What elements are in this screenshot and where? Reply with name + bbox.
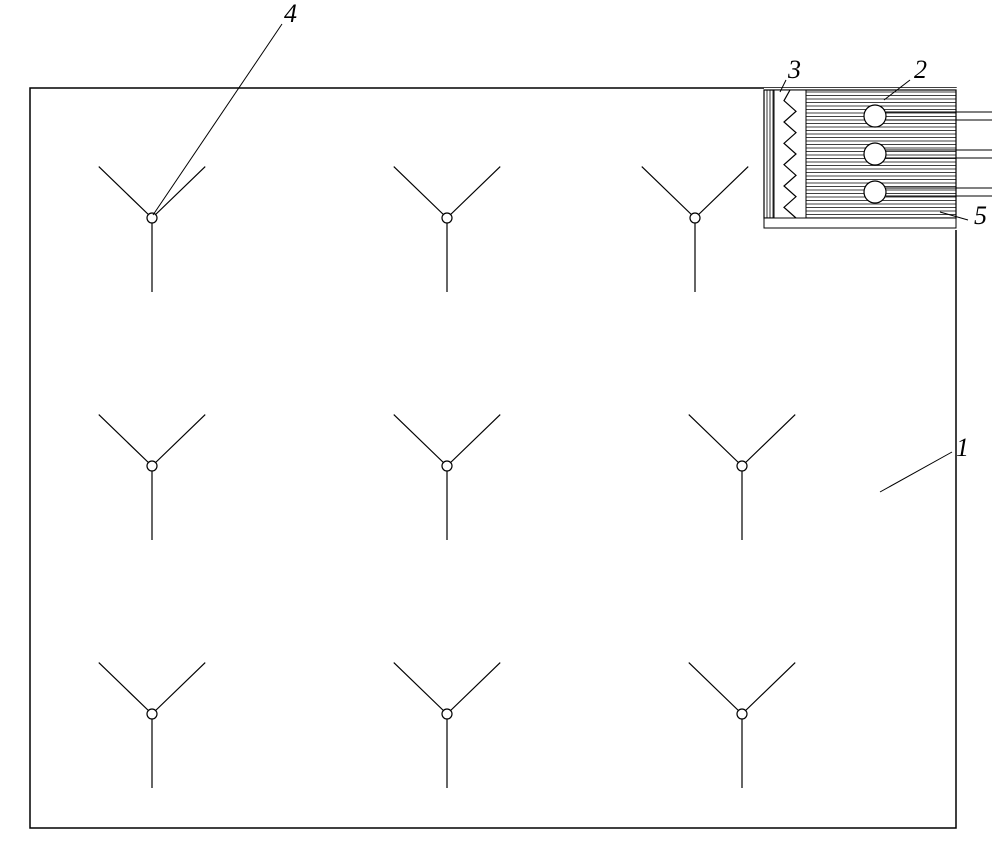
diagram-svg: 1 2 3 4 5 — [0, 0, 1000, 844]
port-circle-icon — [864, 105, 886, 127]
diagram-canvas: 1 2 3 4 5 — [0, 0, 1000, 844]
callout-label: 1 — [956, 433, 969, 462]
callout-label: 5 — [974, 201, 987, 230]
callout-label: 3 — [787, 55, 801, 84]
callout-label: 2 — [914, 55, 927, 84]
port-circle-icon — [864, 143, 886, 165]
equipment-block — [764, 88, 996, 230]
port-circle-icon — [864, 181, 886, 203]
base-strip — [764, 218, 956, 228]
callout-label: 4 — [284, 0, 297, 28]
